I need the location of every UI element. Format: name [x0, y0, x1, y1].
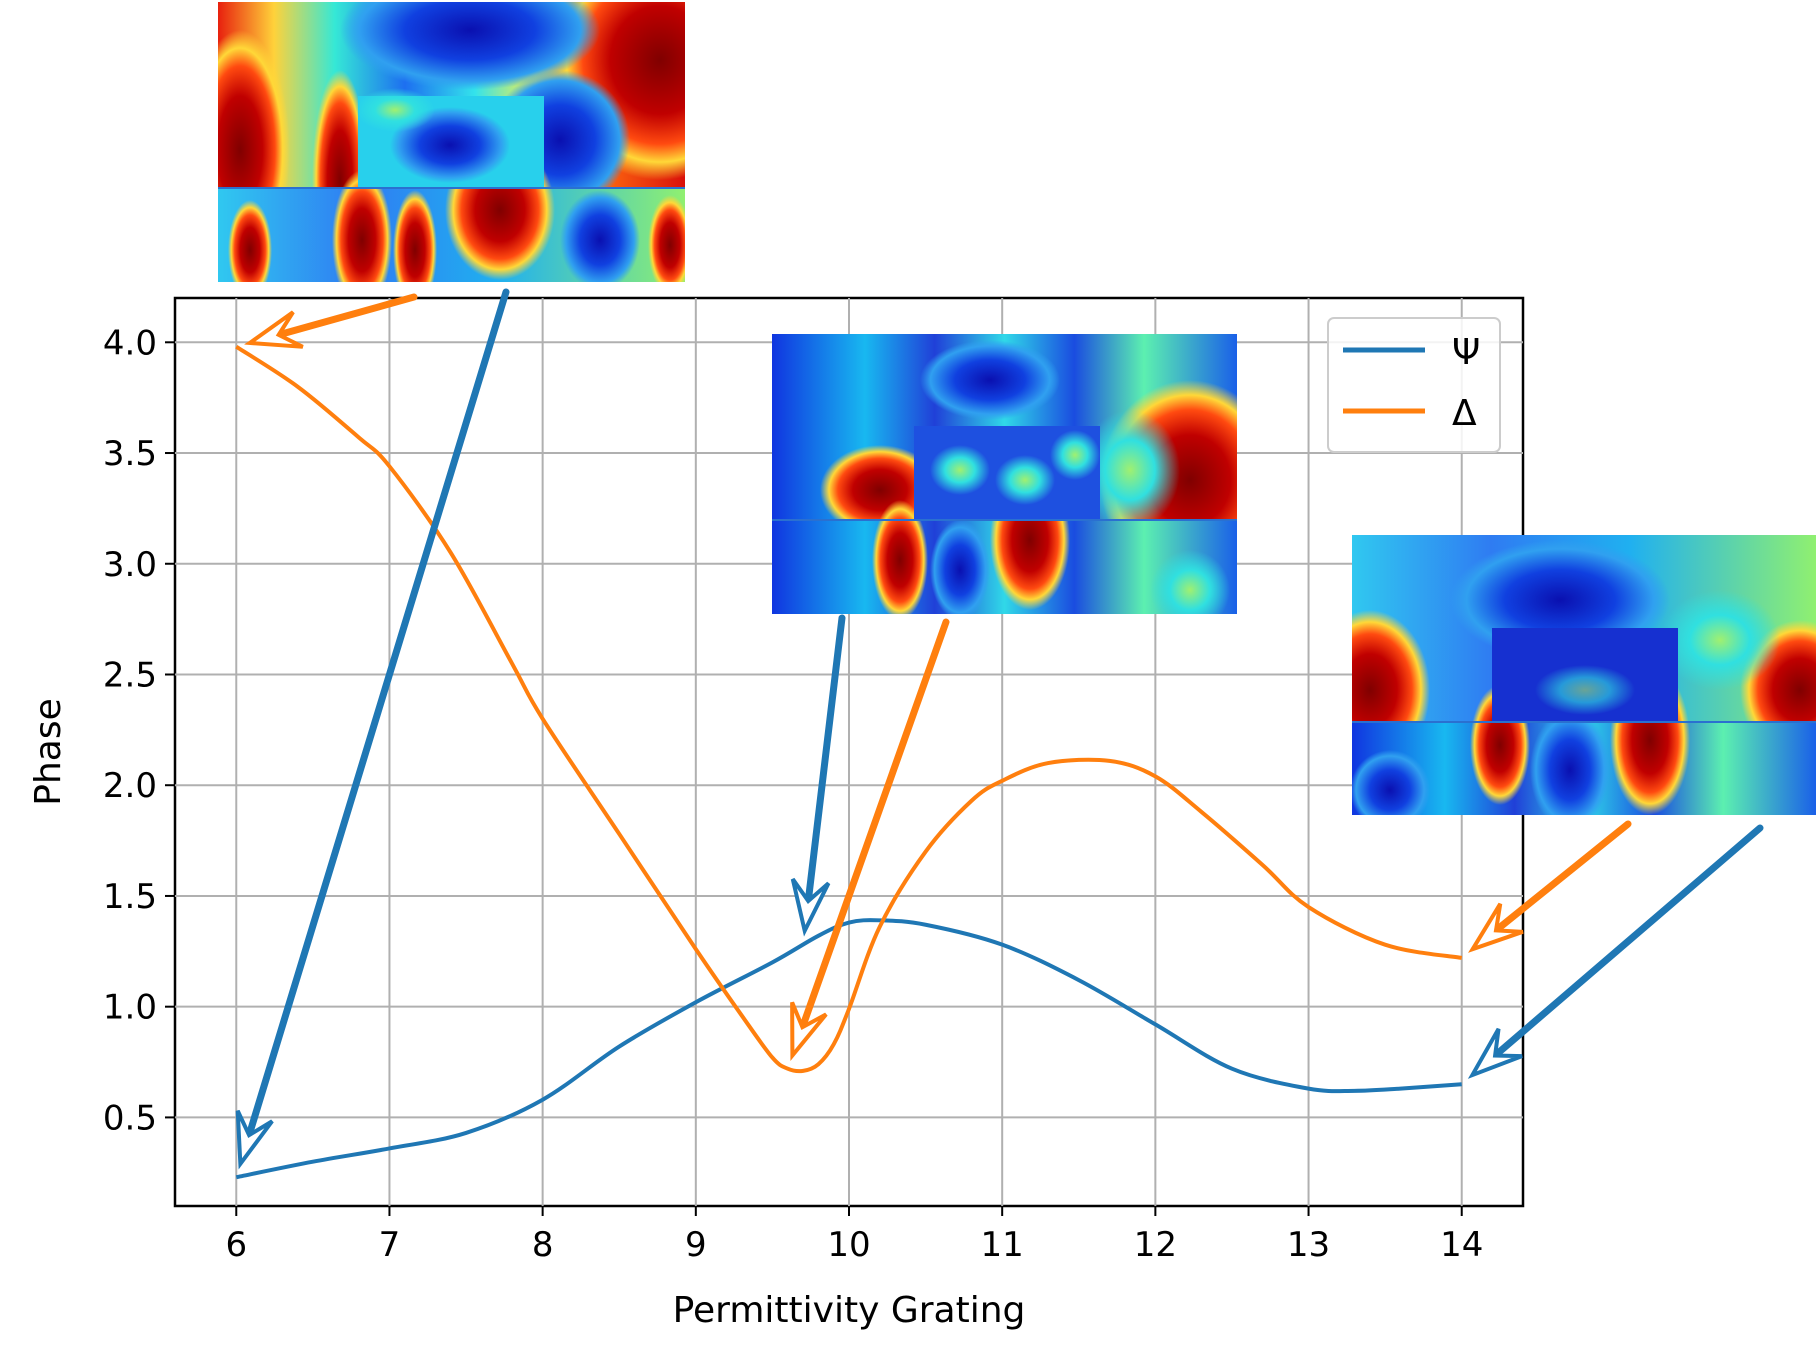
- arrow-field-map-eps6-psi: [235, 288, 510, 1170]
- arrow-field-map-eps14-delta: [1468, 820, 1632, 953]
- field-map-inset-2: [772, 334, 1237, 614]
- x-tick-label: 14: [1440, 1225, 1483, 1265]
- legend: Ψ Δ: [1327, 317, 1501, 453]
- legend-label-delta: Δ: [1452, 393, 1477, 434]
- x-tick-label: 6: [225, 1225, 247, 1265]
- field-map-inset-1: [218, 2, 685, 282]
- x-tick-label: 7: [379, 1225, 401, 1265]
- x-tick-label: 8: [532, 1225, 554, 1265]
- series-line-psi: [235, 918, 1462, 1180]
- y-tick-label: 2.0: [103, 766, 157, 806]
- x-tick-label: 13: [1287, 1225, 1330, 1265]
- x-tick-label: 11: [981, 1225, 1024, 1265]
- y-tick-label: 3.0: [103, 545, 157, 585]
- x-tick-label: 10: [827, 1225, 870, 1265]
- x-axis-ticks: 6 7 8 9 10 11 12 13 14: [225, 1206, 1483, 1265]
- legend-label-psi: Ψ: [1452, 332, 1480, 373]
- y-tick-label: 4.0: [103, 323, 157, 363]
- annotation-arrows: [235, 288, 1764, 1170]
- arrow-field-map-eps10-psi: [790, 614, 846, 937]
- arrow-field-map-eps6-delta: [244, 293, 418, 349]
- x-tick-label: 9: [685, 1225, 707, 1265]
- arrow-field-map-eps10-delta: [790, 618, 950, 1062]
- y-tick-label: 1.0: [103, 988, 157, 1028]
- y-tick-label: 0.5: [103, 1098, 157, 1138]
- y-tick-label: 2.5: [103, 655, 157, 695]
- series-layer: [235, 345, 1463, 1180]
- field-map-inset-3: [1352, 535, 1816, 815]
- y-tick-label: 3.5: [103, 434, 157, 474]
- x-axis-label: Permittivity Grating: [673, 1290, 1026, 1331]
- plot-area: 6 7 8 9 10 11 12 13 14 0.5 1.0 1.5 2.0 2.5 3.0 3.5 4.0: [103, 296, 1525, 1265]
- arrow-field-map-eps14-psi: [1467, 824, 1764, 1079]
- y-axis-label: Phase: [28, 698, 69, 806]
- y-tick-label: 1.5: [103, 877, 157, 917]
- x-tick-label: 12: [1134, 1225, 1177, 1265]
- series-line-delta: [235, 345, 1463, 1074]
- y-axis-ticks: 0.5 1.0 1.5 2.0 2.5 3.0 3.5 4.0: [103, 323, 175, 1138]
